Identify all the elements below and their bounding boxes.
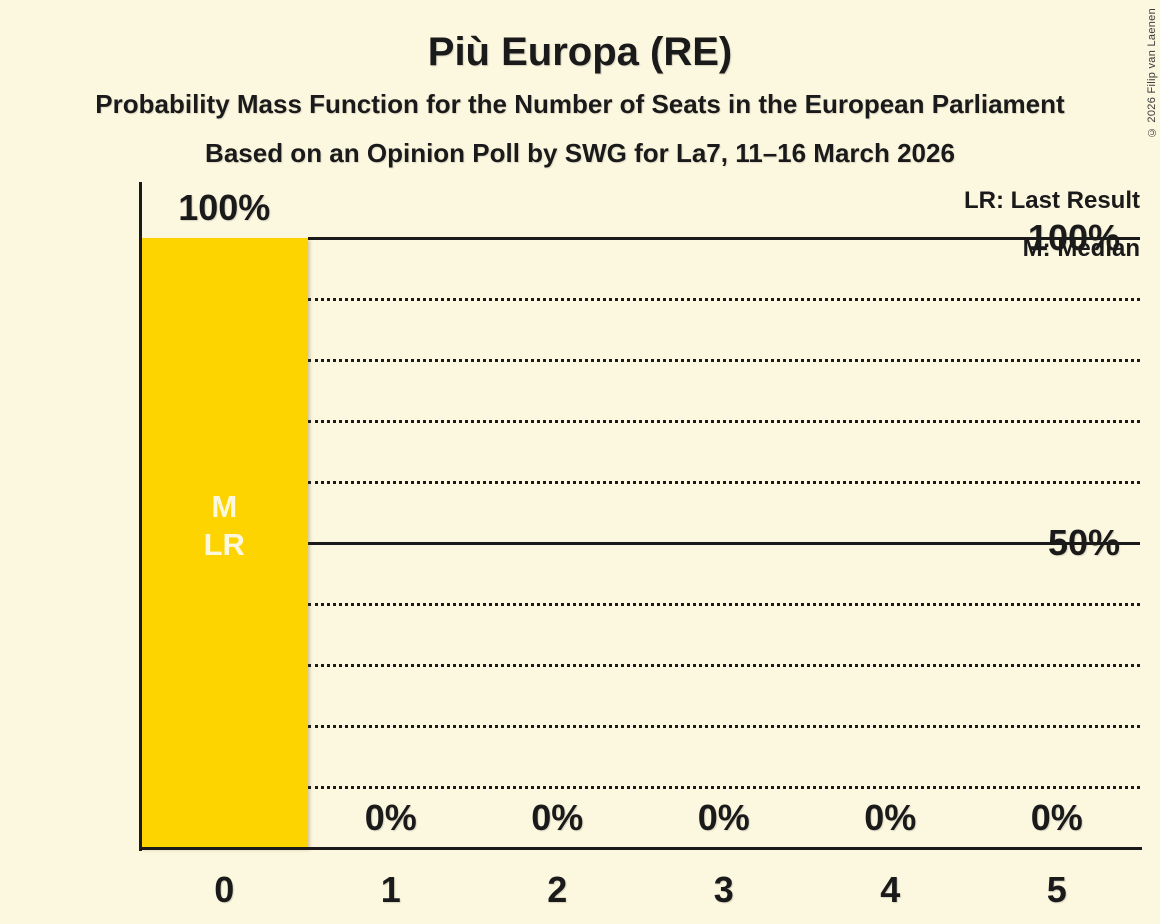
gridline-solid-100	[307, 236, 1140, 240]
x-tick-label-3: 3	[713, 869, 734, 910]
chart-poll-source: Based on an Opinion Poll by SWG for La7,…	[205, 138, 955, 168]
chart-subtitle: Probability Mass Function for the Number…	[95, 89, 1065, 119]
value-label-2: 0%	[531, 796, 584, 838]
copyright-notice: © 2026 Filip van Laenen	[1146, 8, 1158, 139]
gridline-dotted-40	[307, 602, 1140, 606]
gridline-dotted-80	[307, 358, 1140, 362]
gridline-solid-50	[307, 541, 1140, 545]
gridline-dotted-10	[307, 785, 1140, 789]
x-axis-line	[139, 847, 1142, 850]
value-label-4: 0%	[864, 796, 917, 838]
x-tick-label-2: 2	[547, 869, 568, 910]
x-tick-label-5: 5	[1046, 869, 1067, 910]
legend-median: M: Median	[1022, 235, 1140, 262]
gridline-dotted-60	[307, 480, 1140, 484]
value-label-5: 0%	[1030, 796, 1083, 838]
page-title: Più Europa (RE)	[427, 30, 733, 74]
value-label-0: 100%	[178, 186, 271, 228]
value-label-1: 0%	[364, 796, 417, 838]
legend-last-result: LR: Last Result	[963, 187, 1140, 214]
gridline-dotted-90	[307, 297, 1140, 301]
x-tick-label-4: 4	[880, 869, 901, 910]
gridline-dotted-20	[307, 724, 1140, 728]
value-label-3: 0%	[697, 796, 750, 838]
y-axis-line	[139, 182, 142, 851]
x-tick-label-1: 1	[380, 869, 401, 910]
bar-seats-0	[141, 238, 308, 848]
bar-annotation-median-last-result: M LR	[203, 489, 245, 562]
x-tick-label-0: 0	[214, 869, 235, 910]
gridline-dotted-70	[307, 419, 1140, 423]
gridline-dotted-30	[307, 663, 1140, 667]
